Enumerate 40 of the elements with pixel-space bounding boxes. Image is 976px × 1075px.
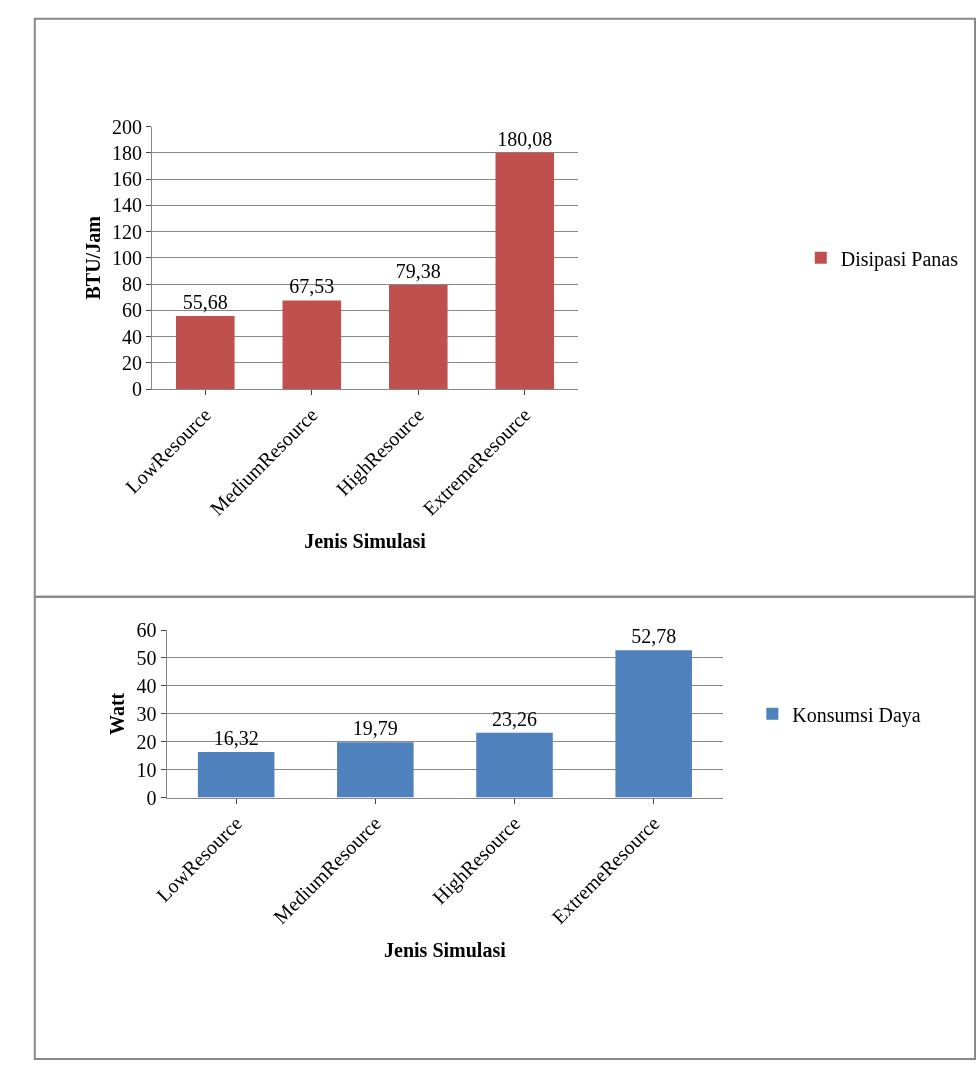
bar [282,300,342,390]
y-tick-label: 20 [136,730,157,753]
text: 19,79 [352,717,398,740]
bar [495,152,555,390]
text: 67,53 [289,275,335,298]
y-tick-label: 100 [112,246,143,269]
y-tick-label: 0 [146,786,157,809]
y-tick-label: 0 [132,378,143,401]
y-tick-label: 40 [122,325,143,348]
y-tick-label: 200 [112,115,143,138]
y-axis-title: Watt [106,692,129,735]
y-tick-label: 120 [112,220,143,243]
y-tick-label: 20 [122,351,143,374]
bar [389,284,448,390]
y-tick-label: 160 [112,168,143,191]
y-tick-label: 140 [112,194,143,217]
y-tick-label: 180 [112,141,143,164]
legend-label: Konsumsi Daya [792,703,921,727]
y-tick-label: 30 [136,702,157,725]
bar [615,650,692,798]
y-axis-title: BTU/Jam [81,215,104,300]
text: 180,08 [497,127,553,150]
bar [476,732,553,798]
y-tick-label: 50 [136,646,157,669]
text: 55,68 [182,291,228,314]
legend-label: Disipasi Panas [840,247,959,271]
text: 79,38 [395,259,441,282]
text: 16,32 [213,727,259,750]
y-tick-label: 40 [136,674,157,697]
text: 23,26 [492,707,538,730]
y-tick-label: 10 [136,758,157,781]
text: 52,78 [631,625,677,648]
bar [197,752,275,798]
y-tick-label: 60 [122,299,143,322]
x-axis-title: Jenis Simulasi [384,938,507,961]
x-axis-title: Jenis Simulasi [304,530,427,553]
y-tick-label: 60 [136,619,157,642]
bar [175,316,235,390]
y-tick-label: 80 [122,273,143,296]
bar [337,742,414,798]
